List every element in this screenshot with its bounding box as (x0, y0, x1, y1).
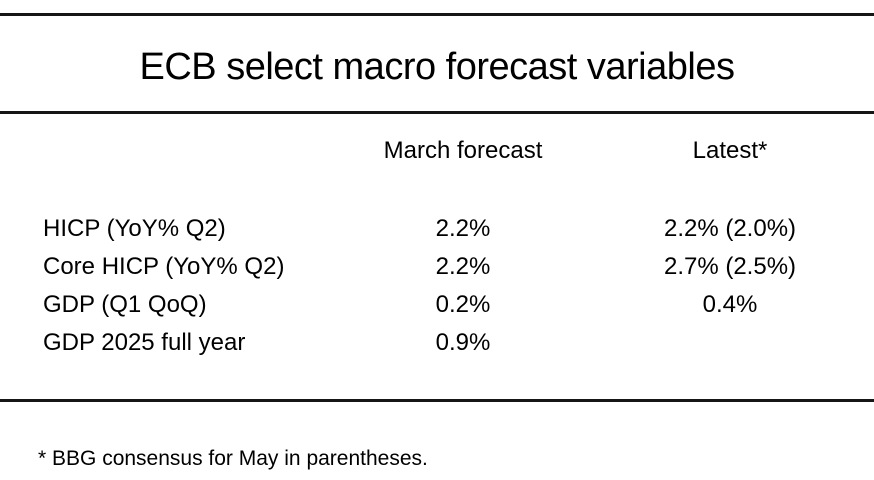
column-header-variable (0, 139, 332, 163)
row-label: HICP (YoY% Q2) (43, 215, 226, 242)
top-rule-divider (0, 13, 874, 16)
march-forecast-value: 0.9% (435, 329, 491, 356)
march-forecast-value: 2.2% (435, 253, 491, 280)
row-label: GDP 2025 full year (43, 329, 246, 356)
table-row-hicp: HICP (YoY% Q2) 2.2% 2.2% (2.0%) (0, 210, 866, 248)
table-header-row: March forecast Latest* (0, 139, 874, 163)
latest-value: 2.2% (2.0%) (663, 215, 797, 242)
row-label: Core HICP (YoY% Q2) (43, 253, 285, 280)
row-label: GDP (Q1 QoQ) (43, 291, 207, 318)
table-title: ECB select macro forecast variables (139, 46, 735, 88)
table-row-gdp-q1: GDP (Q1 QoQ) 0.2% 0.4% (0, 286, 866, 324)
march-forecast-value: 0.2% (435, 291, 491, 318)
column-header-latest: Latest* (692, 137, 768, 164)
table-row-core-hicp: Core HICP (YoY% Q2) 2.2% 2.7% (2.5%) (0, 248, 866, 286)
column-header-march-forecast: March forecast (383, 137, 543, 164)
latest-value: 2.7% (2.5%) (663, 253, 797, 280)
march-forecast-value: 2.2% (435, 215, 491, 242)
table-row-gdp-2025: GDP 2025 full year 0.9% (0, 324, 866, 362)
latest-value (594, 324, 866, 362)
table-body: HICP (YoY% Q2) 2.2% 2.2% (2.0%) Core HIC… (0, 210, 866, 362)
footnote: * BBG consensus for May in parentheses. (38, 447, 428, 470)
latest-value: 0.4% (702, 291, 758, 318)
bottom-rule-divider (0, 399, 874, 402)
title-rule-divider (0, 111, 874, 114)
